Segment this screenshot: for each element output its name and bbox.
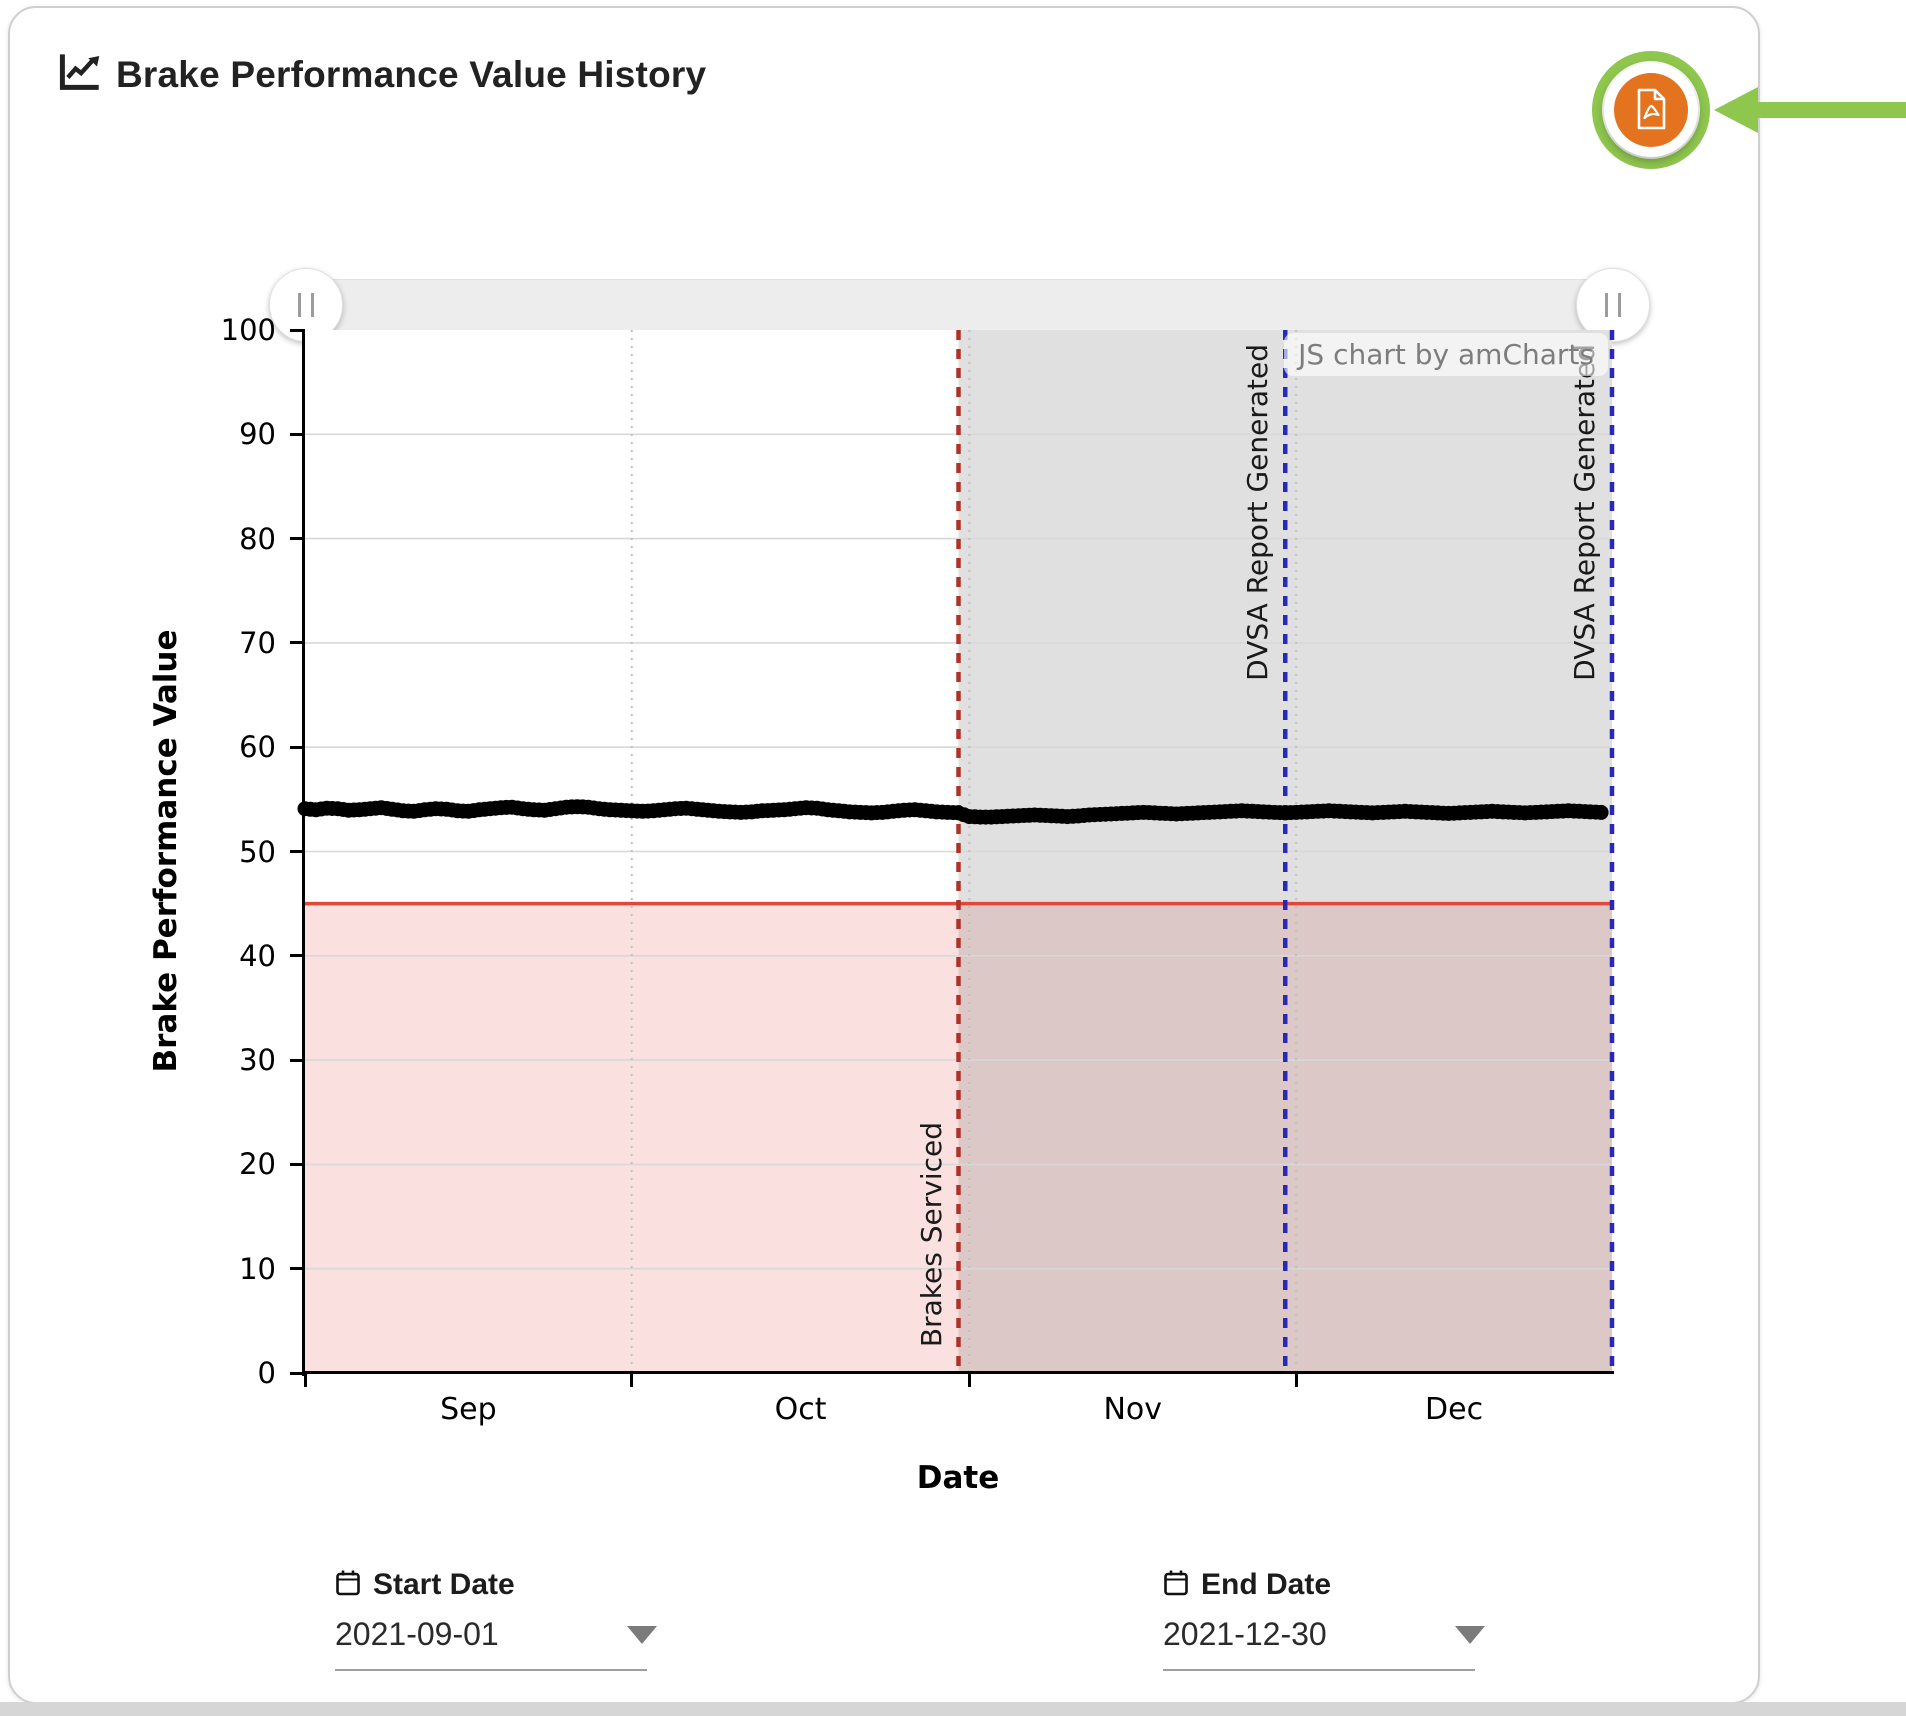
- grip-bars-icon: [298, 293, 314, 317]
- series-dots: [297, 799, 1609, 825]
- y-axis-tick: [290, 432, 305, 436]
- export-pdf-button[interactable]: [1614, 73, 1688, 147]
- data-point: [1593, 804, 1609, 820]
- plot-area[interactable]: JS chart by amCharts Brakes Serviced DVSA…: [297, 330, 1615, 1373]
- y-tick-label: 80: [239, 521, 276, 556]
- event-line-label: DVSA Report Generated: [1568, 344, 1601, 681]
- chart-scrollbar-track[interactable]: [305, 279, 1612, 333]
- annotation-arrow-head: [1714, 87, 1758, 133]
- chart-canvas: [297, 330, 1615, 1373]
- end-date-value: 2021-12-30: [1163, 1616, 1327, 1652]
- y-tick-label: 20: [239, 1147, 276, 1182]
- y-tick-label: 40: [239, 938, 276, 973]
- y-axis-tick: [290, 850, 305, 853]
- start-date-underline: [335, 1669, 647, 1671]
- y-tick-label: 50: [239, 834, 276, 869]
- grip-bars-icon: [1605, 293, 1621, 317]
- y-tick-label: 60: [239, 730, 276, 765]
- pdf-button-halo: [1604, 63, 1698, 157]
- calendar-icon: [335, 1569, 361, 1602]
- x-axis-line: [303, 1371, 1614, 1374]
- line-chart-icon: [58, 52, 102, 97]
- x-axis-tick: [1294, 1374, 1298, 1387]
- end-date-underline: [1163, 1669, 1475, 1671]
- x-tick-label: Nov: [1103, 1392, 1163, 1427]
- y-tick-label: 70: [239, 625, 276, 660]
- x-axis-tick: [303, 1374, 307, 1387]
- x-tick-label: Dec: [1425, 1392, 1484, 1427]
- y-tick-label: 30: [239, 1043, 276, 1078]
- start-date-label-row: Start Date: [335, 1568, 675, 1602]
- end-date-label: End Date: [1201, 1568, 1332, 1601]
- y-axis-tick: [290, 1162, 305, 1166]
- y-axis-tick: [290, 537, 305, 541]
- y-axis-tick: [290, 1267, 305, 1271]
- y-tick-label: 10: [239, 1251, 276, 1286]
- end-date-label-row: End Date: [1163, 1568, 1503, 1602]
- page-bottom-strip: [0, 1702, 1906, 1716]
- x-axis-tick: [967, 1374, 971, 1387]
- y-axis-tick: [290, 1058, 305, 1062]
- start-date-select[interactable]: 2021-09-01: [335, 1616, 675, 1653]
- y-axis-line: [302, 330, 305, 1376]
- y-tick-label: 90: [239, 417, 276, 452]
- event-line-label: DVSA Report Generated: [1241, 344, 1275, 681]
- page-title: Brake Performance Value History: [116, 53, 707, 95]
- end-date-select[interactable]: 2021-12-30: [1163, 1616, 1503, 1653]
- event-line-label: Brakes Serviced: [914, 1121, 948, 1347]
- annotation-arrow-tail: [1754, 102, 1906, 118]
- x-tick-label: Sep: [440, 1392, 497, 1427]
- chevron-down-icon: [1455, 1625, 1485, 1644]
- y-axis-tick: [290, 954, 305, 958]
- y-axis-tick: [290, 641, 305, 645]
- calendar-icon: [1163, 1569, 1189, 1602]
- start-date-control: Start Date 2021-09-01: [335, 1568, 675, 1671]
- start-date-value: 2021-09-01: [335, 1616, 499, 1652]
- y-axis-tick: [290, 1371, 305, 1375]
- file-pdf-icon: [1631, 87, 1671, 134]
- amcharts-watermark: JS chart by amCharts: [1284, 333, 1608, 376]
- x-axis-title: Date: [916, 1460, 1000, 1496]
- y-axis-tick: [290, 328, 305, 332]
- y-tick-label: 0: [257, 1356, 276, 1390]
- x-axis-tick: [630, 1374, 634, 1387]
- y-axis-title: Brake Performance Value: [148, 629, 184, 1073]
- chevron-down-icon: [627, 1625, 657, 1644]
- scrollbar-grip-right[interactable]: [1576, 268, 1650, 342]
- y-tick-label: 100: [220, 313, 276, 347]
- y-axis-tick: [290, 745, 305, 749]
- end-date-control: End Date 2021-12-30: [1163, 1568, 1503, 1671]
- card-header: Brake Performance Value History: [58, 52, 706, 97]
- x-tick-label: Oct: [774, 1392, 827, 1427]
- start-date-label: Start Date: [373, 1568, 515, 1601]
- annotation-circle: [1592, 51, 1710, 169]
